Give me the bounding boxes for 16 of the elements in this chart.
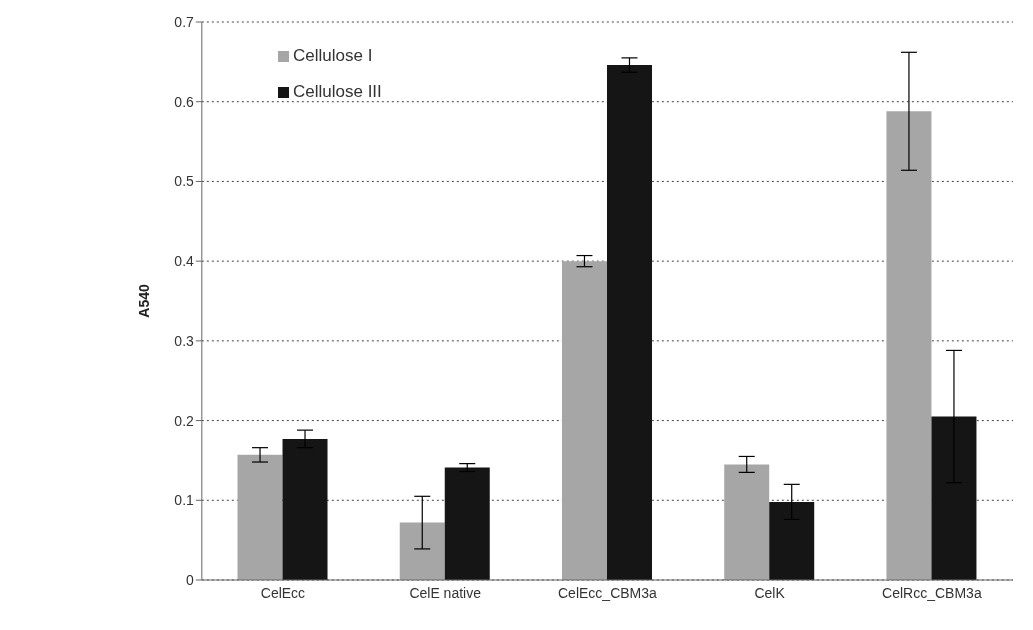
y-tick-label: 0.3 (174, 332, 195, 349)
y-axis-title: A540 (135, 284, 152, 318)
y-tick-label: 0.4 (174, 253, 195, 270)
x-tick-label: CelE native (409, 584, 482, 601)
y-tick-label: 0.1 (174, 492, 195, 509)
x-tick-label: CelRcc_CBM3a (882, 584, 982, 601)
legend-label: Cellulose I (293, 46, 373, 65)
x-tick-label: CelEcc (260, 584, 306, 601)
y-tick-label: 0.6 (174, 93, 195, 110)
y-tick-label: 0.7 (174, 13, 195, 30)
y-tick-label: 0.5 (174, 173, 195, 190)
y-tick-label: 0 (186, 571, 195, 588)
legend-label: Cellulose III (293, 82, 382, 101)
y-tick-label: 0.2 (174, 412, 195, 429)
x-tick-label: CelEcc_CBM3a (558, 584, 658, 601)
x-tick-label: CelK (754, 584, 786, 601)
